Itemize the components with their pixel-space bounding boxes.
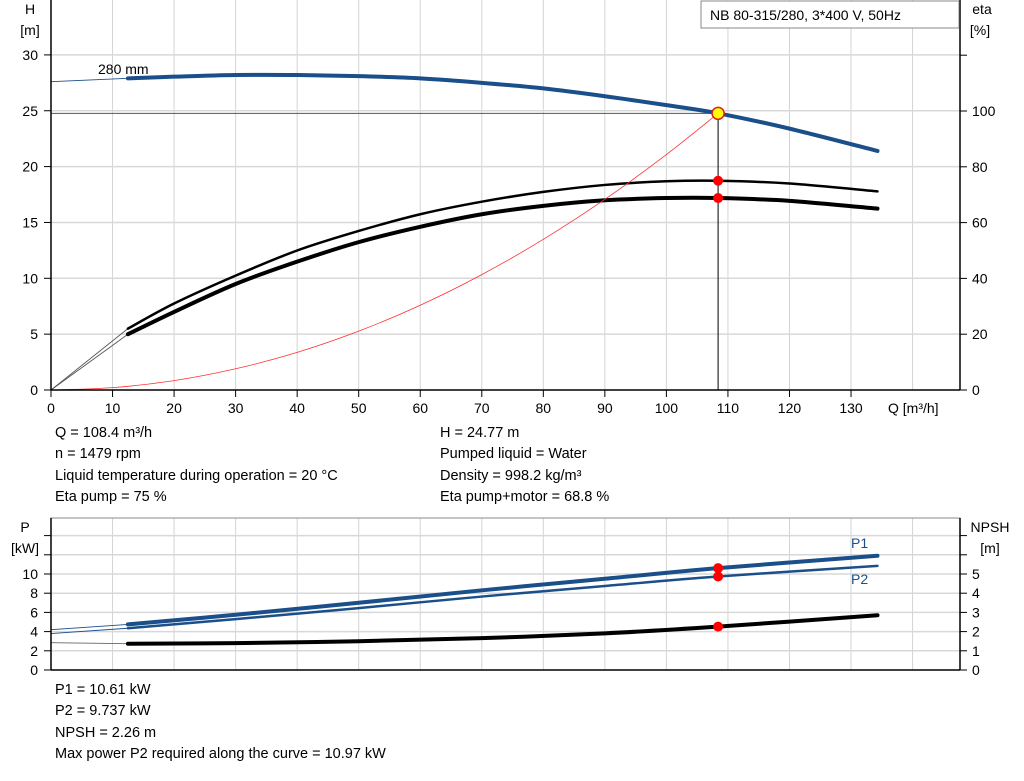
operating-point: [711, 106, 725, 121]
y2-tick-label: 40: [972, 270, 988, 286]
info-speed: n = 1479 rpm: [55, 446, 141, 463]
y-axis-label: P: [20, 519, 29, 535]
y-tick-label: 4: [30, 624, 38, 640]
p1-curve: [125, 553, 880, 627]
y2-tick-label: 2: [972, 624, 980, 640]
x-tick-label: 90: [597, 400, 613, 416]
title-box: [700, 0, 960, 29]
info-liquid-temperature: Liquid temperature during operation = 20…: [55, 467, 338, 484]
info-top-left: Q = 108.4 m³/h n = 1479 rpm Liquid tempe…: [55, 423, 338, 508]
x-tick-label: 100: [655, 400, 679, 416]
p1-point: [713, 563, 724, 574]
x-tick-label: 110: [717, 400, 740, 416]
y2-tick-label: 0: [972, 382, 980, 398]
info-p2: P2 = 9.737 kW: [55, 703, 151, 720]
x-tick-label: 10: [105, 400, 121, 416]
head-extrapolation: [50, 77, 128, 83]
x-tick-label: 50: [351, 400, 367, 416]
p2-curve: [126, 564, 879, 630]
info-top-right: H = 24.77 m Pumped liquid = Water Densit…: [440, 423, 609, 508]
y-axis-unit: [m]: [20, 22, 39, 38]
labels: 0 10 20 30 40 50 60 70 80 90 100 110 120 130 Q [m³/h]0…: [11, 0, 1010, 678]
y2-axis-label: eta: [972, 1, 992, 17]
x-tick-label: 0: [47, 400, 55, 416]
p1-label: P1: [851, 535, 868, 551]
y2-tick-label: 5: [972, 566, 980, 582]
y2-tick-label: 60: [972, 215, 988, 231]
y-tick-label: 20: [22, 159, 38, 175]
info-density: Density = 998.2 kg/m³: [440, 467, 582, 484]
y-tick-label: 10: [22, 566, 38, 582]
axes: [44, 0, 967, 671]
eta-pump-motor-curve: [125, 195, 880, 337]
x-tick-label: 130: [839, 400, 863, 416]
x-tick-label: 80: [536, 400, 552, 416]
y-tick-label: 8: [30, 585, 38, 601]
x-axis-label: Q [m³/h]: [888, 400, 939, 416]
y-tick-label: 5: [30, 326, 38, 342]
info-head: H = 24.77 m: [440, 425, 520, 441]
info-eta-pump-motor: Eta pump+motor = 68.8 %: [440, 488, 610, 505]
eta-pump-point: [713, 175, 724, 186]
y2-tick-label: 3: [972, 604, 980, 620]
y2-tick-label: 4: [972, 585, 980, 601]
y-tick-label: 0: [30, 662, 38, 678]
info-max-power: Max power P2 required along the curve = …: [55, 745, 386, 762]
p2-extrapolation: [50, 627, 128, 634]
y2-tick-label: 80: [972, 159, 988, 175]
y2-axis-label: NPSH: [971, 519, 1010, 535]
y-tick-label: 15: [22, 214, 38, 230]
y-axis-label: H: [25, 1, 35, 17]
p2-label: P2: [851, 571, 868, 587]
y2-tick-label: 0: [972, 662, 980, 678]
head-curve: [125, 72, 880, 153]
p2-point: [713, 571, 724, 582]
x-tick-label: 70: [474, 400, 490, 416]
y-tick-label: 2: [30, 643, 38, 659]
y2-axis-unit: [m]: [980, 540, 999, 556]
x-tick-label: 120: [778, 400, 802, 416]
info-pumped-liquid: Pumped liquid = Water: [440, 446, 587, 463]
y2-tick-label: 20: [972, 326, 988, 342]
info-npsh: NPSH = 2.26 m: [55, 724, 157, 741]
info-eta-pump: Eta pump = 75 %: [55, 488, 167, 505]
info-bottom: P1 = 10.61 kW P2 = 9.737 kW NPSH = 2.26 …: [55, 680, 386, 765]
x-tick-label: 20: [166, 400, 182, 416]
x-tick-label: 60: [412, 400, 428, 416]
y-tick-label: 6: [30, 604, 38, 620]
eta-pump-motor-extrapolation: [50, 333, 129, 391]
chart-title: NB 80-315/280, 3*400 V, 50Hz: [710, 7, 901, 23]
eta-pump-curve: [126, 179, 879, 330]
p1-extrapolation: [50, 623, 128, 631]
y-tick-label: 0: [30, 382, 38, 398]
npsh-point: [713, 621, 724, 632]
y-tick-label: 25: [22, 103, 38, 119]
eta-pump-motor-point: [713, 193, 724, 204]
eta-pump-extrapolation: [50, 328, 129, 391]
impeller-diameter-label: 280 mm: [98, 61, 149, 77]
y2-tick-label: 100: [972, 103, 996, 119]
info-p1: P1 = 10.61 kW: [55, 682, 151, 698]
npsh-extrapolation: [50, 642, 128, 645]
y2-tick-label: 1: [972, 643, 980, 659]
y-tick-label: 10: [22, 270, 38, 286]
x-tick-label: 30: [228, 400, 244, 416]
curves: [50, 72, 880, 646]
y2-axis-unit: [%]: [970, 22, 990, 38]
y-tick-label: 30: [22, 47, 38, 63]
y-axis-unit: [kW]: [11, 540, 39, 556]
system-curve-curve: [50, 112, 719, 391]
x-tick-label: 40: [289, 400, 305, 416]
info-flow: Q = 108.4 m³/h: [55, 425, 153, 441]
